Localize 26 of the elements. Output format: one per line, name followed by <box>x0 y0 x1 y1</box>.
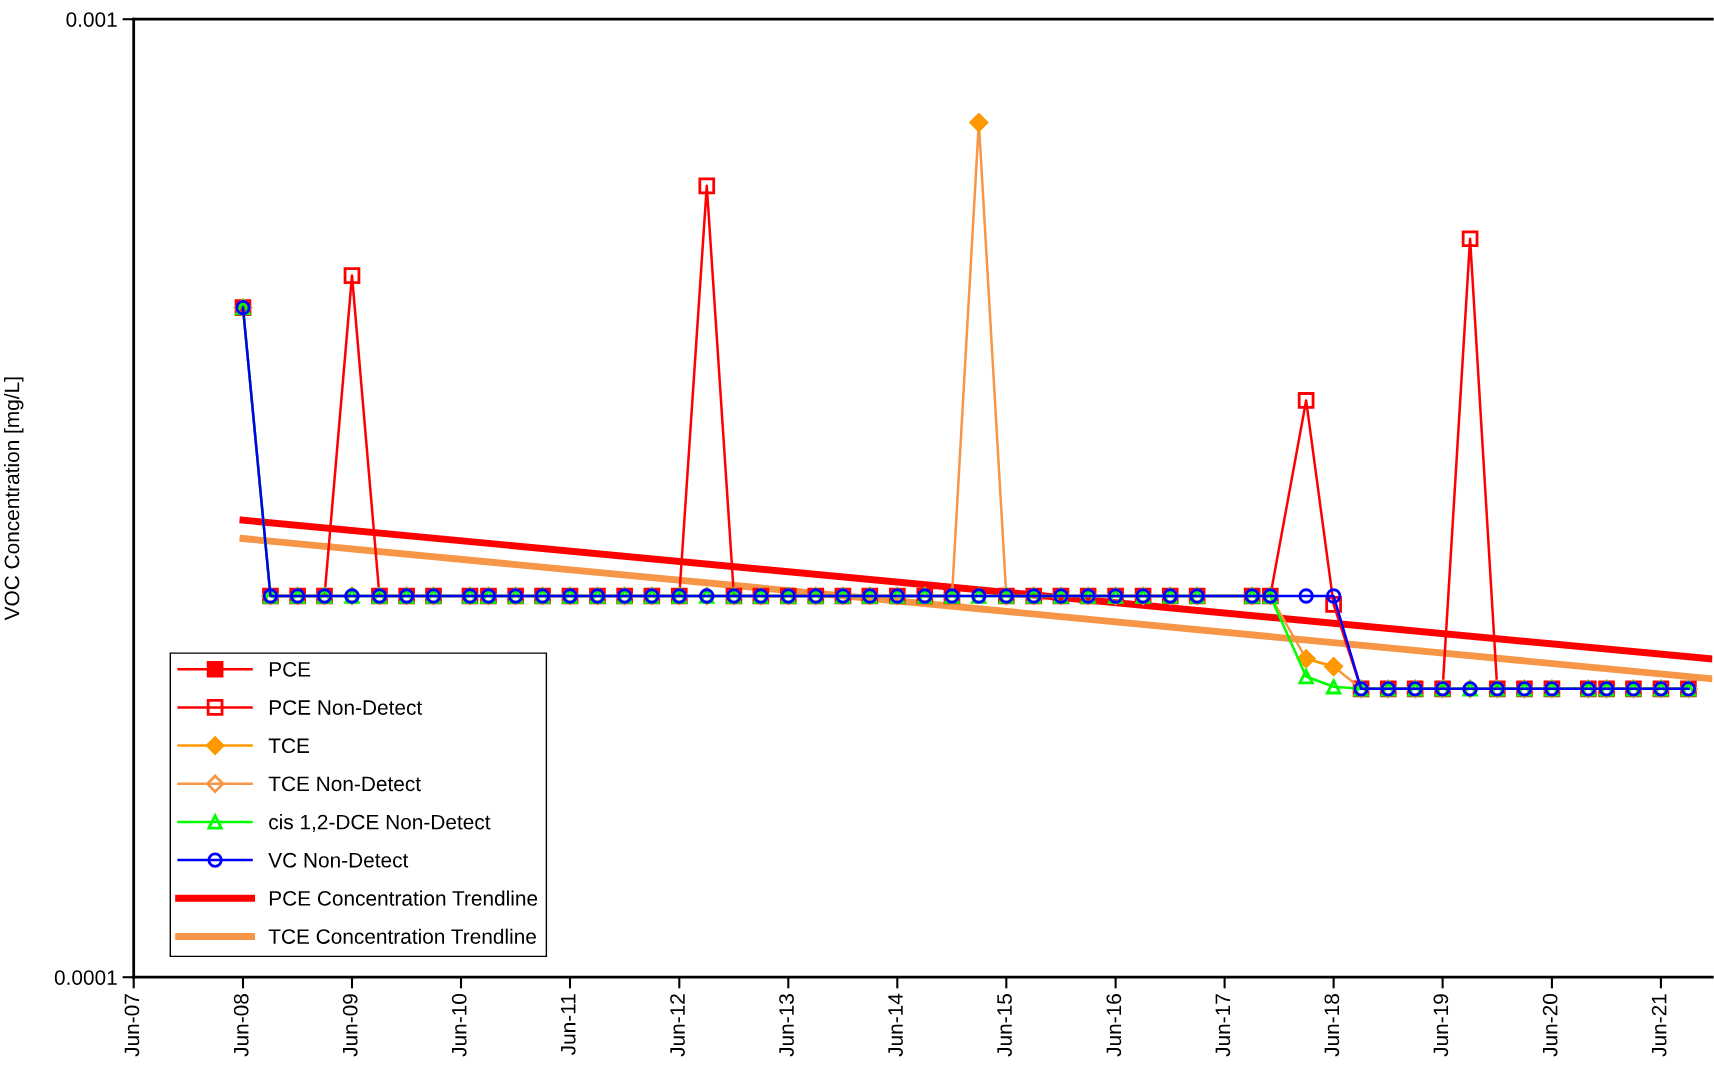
x-tick-label: Jun-12 <box>670 994 685 1057</box>
x-tick-label: Jun-07 <box>124 994 140 1057</box>
x-tick-label: Jun-21 <box>1651 994 1667 1057</box>
legend-label: PCE <box>269 661 311 677</box>
x-tick-label: Jun-08 <box>233 994 249 1057</box>
x-tick-label: Jun-15 <box>997 994 1012 1057</box>
x-tick-label: Jun-18 <box>1324 994 1340 1057</box>
legend-label: TCE Concentration Trendline <box>268 928 536 944</box>
x-tick-label: Jun-10 <box>451 994 467 1057</box>
legend-label: VC Non-Detect <box>268 852 409 868</box>
x-tick-label: Jun-13 <box>779 994 794 1057</box>
legend-label: TCE <box>268 738 309 754</box>
x-tick-label: Jun-14 <box>888 993 903 1057</box>
legend-label: PCE Concentration Trendline <box>269 890 538 906</box>
x-tick-label: Jun-20 <box>1542 994 1558 1057</box>
y-tick-label: 0.001 <box>66 12 117 27</box>
y-axis-title: VOC Concentration [mg/L] <box>4 377 24 621</box>
x-tick-label: Jun-11 <box>561 994 576 1056</box>
legend-label: cis 1,2-DCE Non-Detect <box>269 814 491 832</box>
legend-label: PCE Non-Detect <box>269 700 423 715</box>
x-tick-label: Jun-09 <box>342 994 358 1057</box>
x-tick-label: Jun-19 <box>1433 994 1449 1057</box>
x-tick-label: Jun-16 <box>1106 994 1122 1057</box>
x-tick-label: Jun-17 <box>1215 994 1231 1057</box>
y-tick-label: 0.0001 <box>54 970 117 985</box>
legend-label: TCE Non-Detect <box>268 776 421 792</box>
